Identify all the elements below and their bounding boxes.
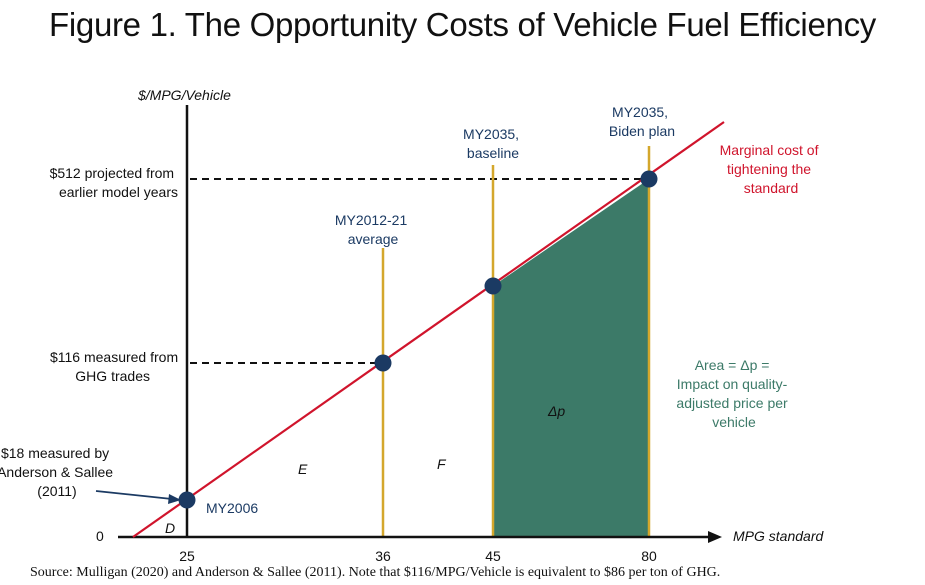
point-label-my2006: MY2006 [206, 500, 258, 516]
source-note: Source: Mulligan (2020) and Anderson & S… [30, 565, 721, 580]
data-point-my2035-baseline [484, 277, 502, 295]
chart-title: Figure 1. The Opportunity Costs of Vehic… [49, 6, 876, 43]
annotation-arrow [95, 490, 173, 500]
point-label-my2012-21: MY2012-21 average [335, 212, 411, 247]
region-label-d: D [165, 520, 175, 536]
y-label-512: $512 projected from earlier model years [50, 165, 178, 200]
x-axis-arrow-icon [708, 531, 722, 543]
series-label-marginal-cost: Marginal cost of tightening the standard [720, 142, 823, 196]
x-tick-45: 45 [485, 548, 501, 564]
x-tick-25: 25 [179, 548, 195, 564]
delta-p-area [493, 179, 649, 537]
x-tick-80: 80 [641, 548, 657, 564]
y-label-116: $116 measured from GHG trades [50, 349, 182, 384]
area-annotation: Area = Δp = Impact on quality- adjusted … [676, 357, 791, 430]
point-label-my2035-biden: MY2035, Biden plan [609, 104, 675, 139]
region-label-delta-p: Δp [547, 403, 565, 419]
y-zero-label: 0 [96, 528, 104, 544]
x-axis-label: MPG standard [733, 528, 824, 544]
marginal-cost-line [132, 121, 725, 538]
region-label-e: E [298, 461, 308, 477]
annotation-arrow-head-icon [168, 494, 181, 504]
y-label-18: $18 measured by Anderson & Sallee (2011) [0, 445, 117, 499]
point-label-my2035-baseline: MY2035, baseline [463, 126, 523, 161]
data-point-my2012-21 [374, 354, 392, 372]
y-axis-label: $/MPG/Vehicle [137, 87, 231, 103]
data-point-my2006 [178, 491, 196, 509]
data-point-my2035-biden [640, 170, 658, 188]
region-label-f: F [437, 456, 447, 472]
x-tick-36: 36 [375, 548, 391, 564]
